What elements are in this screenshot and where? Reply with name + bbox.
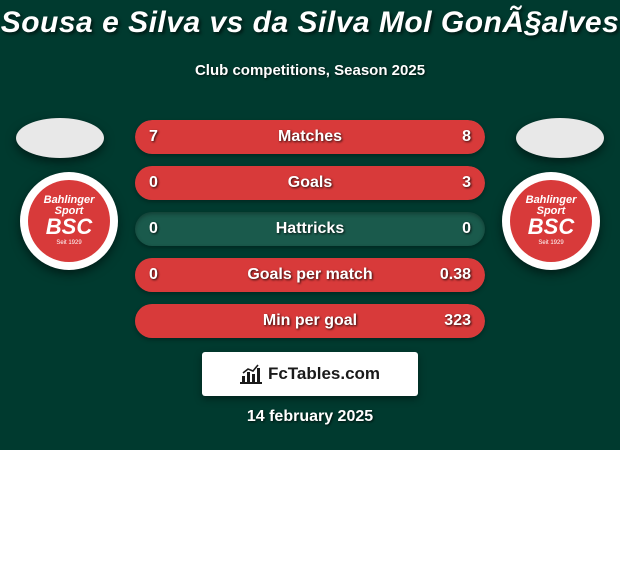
page-title: Sousa e Silva vs da Silva Mol GonÃ§alves [0, 6, 620, 40]
club-badge-left-inner: Bahlinger Sport BSC Seit 1929 [28, 180, 110, 262]
club-badge-line3: BSC [528, 217, 574, 238]
club-badge-right-inner: Bahlinger Sport BSC Seit 1929 [510, 180, 592, 262]
club-badge-left: Bahlinger Sport BSC Seit 1929 [20, 172, 118, 270]
stat-label: Goals [135, 166, 485, 200]
stat-row: 00.38Goals per match [135, 258, 485, 292]
club-badge-right: Bahlinger Sport BSC Seit 1929 [502, 172, 600, 270]
chart-icon [240, 364, 262, 384]
club-badge-line4: Seit 1929 [538, 241, 563, 247]
stat-label: Hattricks [135, 212, 485, 246]
stat-label: Matches [135, 120, 485, 154]
background-bottom [0, 450, 620, 580]
date-text: 14 february 2025 [0, 408, 620, 426]
brand-box[interactable]: FcTables.com [202, 352, 418, 396]
stat-row: 03Goals [135, 166, 485, 200]
stat-row: 78Matches [135, 120, 485, 154]
stats-list: 78Matches 03Goals 00Hattricks 00.38Goals pe… [135, 120, 485, 350]
club-badge-line3: BSC [46, 217, 92, 238]
stat-row: 323Min per goal [135, 304, 485, 338]
player-avatar-right [516, 118, 604, 158]
brand-text: FcTables.com [268, 364, 380, 384]
stat-label: Goals per match [135, 258, 485, 292]
comparison-card: Sousa e Silva vs da Silva Mol GonÃ§alves… [0, 0, 620, 580]
player-avatar-left [16, 118, 104, 158]
subtitle: Club competitions, Season 2025 [0, 62, 620, 79]
stat-label: Min per goal [135, 304, 485, 338]
stat-row: 00Hattricks [135, 212, 485, 246]
club-badge-line4: Seit 1929 [56, 241, 81, 247]
